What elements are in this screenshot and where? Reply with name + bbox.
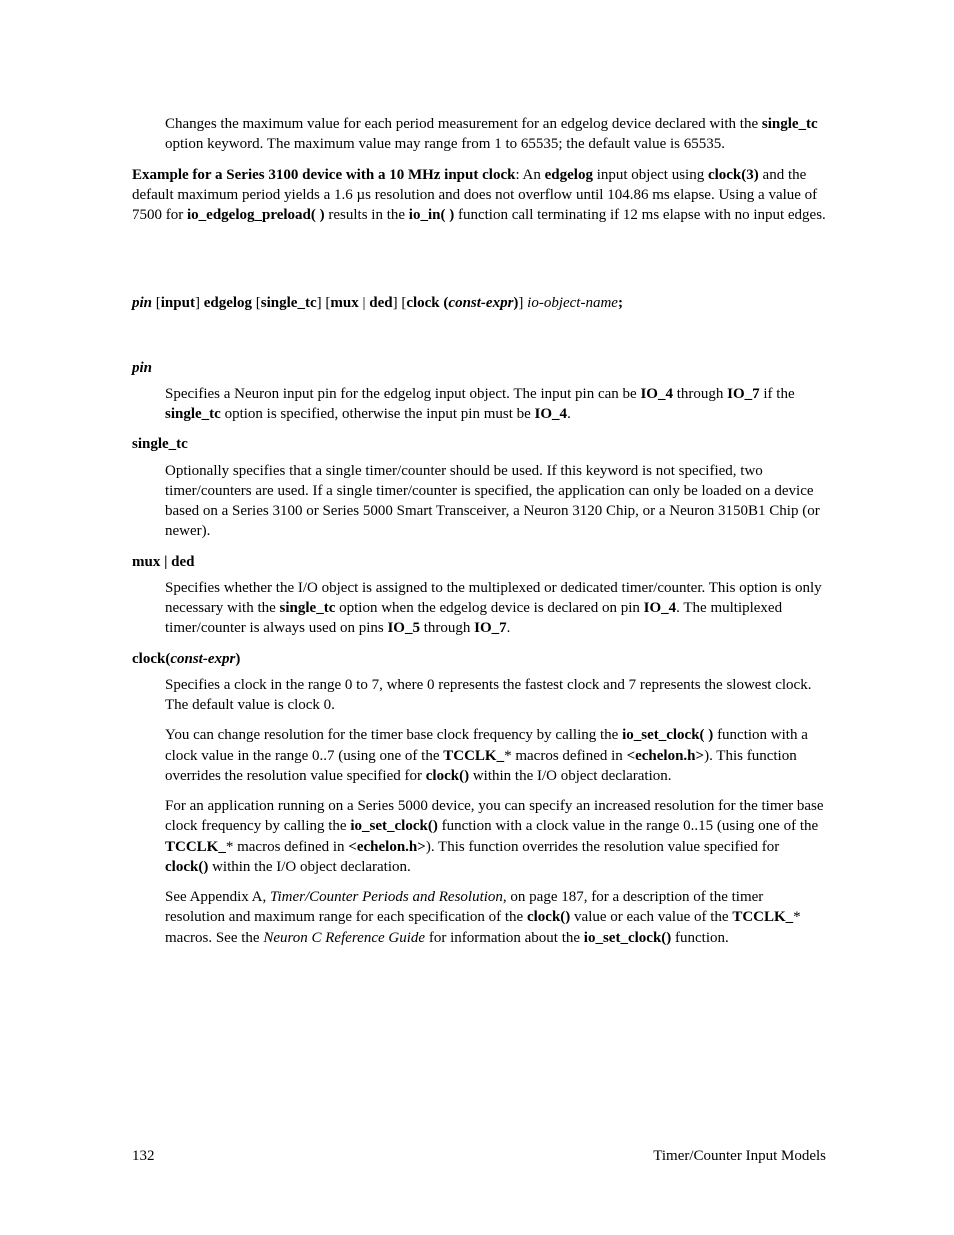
text-bolditalic: pin (132, 295, 152, 311)
text-bold: clock() (426, 768, 469, 784)
text: function call terminating if 12 ms elaps… (454, 207, 826, 223)
text-italic: Neuron C Reference Guide (263, 930, 425, 946)
term-clock-p2: You can change resolution for the timer … (165, 725, 826, 786)
term-clock-p4: See Appendix A, Timer/Counter Periods an… (165, 887, 826, 948)
term-singletc-label: single_tc (132, 434, 826, 454)
text-bold: IO_7 (727, 386, 760, 402)
page: Changes the maximum value for each perio… (0, 0, 954, 1235)
text: within the I/O object declaration. (469, 768, 671, 784)
text: ] [ (393, 295, 407, 311)
text: through (420, 620, 474, 636)
text: option when the edgelog device is declar… (335, 600, 643, 616)
text-bold: Example for a Series 3100 device with a … (132, 167, 515, 183)
text: * macros defined in (226, 839, 348, 855)
text: ] (195, 295, 204, 311)
text-bold: clock() (165, 859, 208, 875)
term-pin-desc: Specifies a Neuron input pin for the edg… (165, 384, 826, 425)
text-bolditalic: const-expr (448, 295, 513, 311)
text: option is specified, otherwise the input… (221, 406, 535, 422)
text-bold: <echelon.h> (627, 748, 705, 764)
text-bolditalic: pin (132, 360, 152, 376)
text-bold: input (161, 295, 195, 311)
text-bold: single_tc (280, 600, 336, 616)
text: See Appendix A, (165, 889, 270, 905)
text-bold: IO_7 (474, 620, 507, 636)
text: results in the (325, 207, 409, 223)
text: [ (252, 295, 261, 311)
text-bold: ded (369, 295, 392, 311)
text: Specifies a clock in the range 0 to 7, w… (165, 677, 811, 713)
text-bold: <echelon.h> (348, 839, 426, 855)
text-bold: clock( (132, 651, 170, 667)
page-number: 132 (132, 1148, 155, 1165)
text-bold: io_set_clock() (584, 930, 671, 946)
text-bolditalic: const-expr (170, 651, 235, 667)
text: ] (518, 295, 527, 311)
term-clock-p1: Specifies a clock in the range 0 to 7, w… (165, 675, 826, 716)
text: for information about the (425, 930, 584, 946)
text-bold: ; (618, 295, 623, 311)
text: Optionally specifies that a single timer… (165, 463, 820, 540)
text: ). This function overrides the resolutio… (426, 839, 779, 855)
text-bold: clock() (527, 909, 570, 925)
text-italic: Timer/Counter Periods and Resolution (270, 889, 503, 905)
term-clock-p3: For an application running on a Series 5… (165, 796, 826, 877)
term-muxded-desc: Specifies whether the I/O object is assi… (165, 578, 826, 639)
footer-title: Timer/Counter Input Models (653, 1148, 826, 1165)
text-bold: IO_4 (535, 406, 568, 422)
text-bold: single_tc (261, 295, 317, 311)
text-bold: io_set_clock( ) (622, 727, 713, 743)
text: | (359, 295, 370, 311)
text-bold: clock(3) (708, 167, 759, 183)
term-muxded-label: mux | ded (132, 552, 826, 572)
text: Changes the maximum value for each perio… (165, 116, 762, 132)
text: within the I/O object declaration. (208, 859, 410, 875)
text: ] [ (317, 295, 331, 311)
text: Specifies a Neuron input pin for the edg… (165, 386, 640, 402)
text: . (507, 620, 511, 636)
syntax-line: pin [input] edgelog [single_tc] [mux | d… (132, 293, 826, 313)
text-bold: TCCLK_ (165, 839, 226, 855)
text: option keyword. The maximum value may ra… (165, 136, 725, 152)
term-clock-label: clock(const-expr) (132, 649, 826, 669)
text: through (673, 386, 727, 402)
text-bold: single_tc (165, 406, 221, 422)
page-footer: 132 Timer/Counter Input Models (132, 1148, 826, 1165)
para-top: Changes the maximum value for each perio… (165, 114, 826, 155)
text: . (567, 406, 571, 422)
text: * macros defined in (504, 748, 626, 764)
text-bold: edgelog (545, 167, 593, 183)
text-bold: mux | ded (132, 554, 194, 570)
text-bold: io_edgelog_preload( ) (187, 207, 325, 223)
body-text: Changes the maximum value for each perio… (132, 114, 826, 948)
text-bold: edgelog (204, 295, 252, 311)
text-bold: TCCLK_ (443, 748, 504, 764)
term-pin-label: pin (132, 358, 826, 378)
text-bold: IO_5 (387, 620, 420, 636)
text: function with a clock value in the range… (438, 818, 818, 834)
text-bold: single_tc (762, 116, 818, 132)
text-bold: IO_4 (644, 600, 677, 616)
text: [ (152, 295, 161, 311)
text-bold: ) (235, 651, 240, 667)
para-example: Example for a Series 3100 device with a … (132, 165, 826, 226)
text: value or each value of the (570, 909, 732, 925)
text-bold: io_in( ) (409, 207, 454, 223)
text-bold: IO_4 (640, 386, 673, 402)
text-italic: io-object-name (527, 295, 618, 311)
text-bold: TCCLK_ (732, 909, 793, 925)
text-bold: clock ( (406, 295, 448, 311)
term-singletc-desc: Optionally specifies that a single timer… (165, 461, 826, 542)
text-bold: single_tc (132, 436, 188, 452)
text: You can change resolution for the timer … (165, 727, 622, 743)
text: : An (515, 167, 544, 183)
text-bold: mux (330, 295, 358, 311)
text: input object using (593, 167, 708, 183)
text-bold: io_set_clock() (350, 818, 437, 834)
text: if the (760, 386, 795, 402)
text: function. (671, 930, 729, 946)
